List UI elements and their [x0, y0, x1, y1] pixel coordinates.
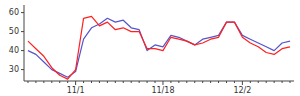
x-minor-tick: [258, 81, 259, 83]
x-minor-tick: [170, 81, 171, 83]
y-tick-label: 30: [9, 65, 19, 74]
x-minor-tick: [67, 81, 68, 83]
x-minor-tick: [27, 81, 28, 83]
plot-area: [28, 16, 290, 79]
x-minor-tick: [274, 81, 275, 83]
x-minor-tick: [210, 81, 211, 83]
y-tick: [21, 69, 24, 70]
chart: 30 40 50 60 11/1 11/18 12/2: [0, 0, 300, 96]
x-minor-tick: [123, 81, 124, 83]
x-tick: [75, 81, 76, 85]
x-minor-tick: [147, 81, 148, 83]
x-minor-tick: [186, 81, 187, 83]
x-minor-tick: [250, 81, 251, 83]
y-tick: [21, 31, 24, 32]
x-minor-tick: [99, 81, 100, 83]
x-minor-tick: [115, 81, 116, 83]
series-line: [28, 18, 290, 77]
x-tick-label: 11/1: [67, 86, 85, 95]
x-minor-tick: [178, 81, 179, 83]
x-minor-tick: [139, 81, 140, 83]
x-minor-tick: [59, 81, 60, 83]
x-minor-tick: [35, 81, 36, 83]
x-minor-tick: [282, 81, 283, 83]
x-minor-tick: [202, 81, 203, 83]
y-tick-label: 50: [9, 27, 19, 36]
x-minor-tick: [218, 81, 219, 83]
chart-container: 30 40 50 60 11/1 11/18 12/2: [0, 0, 300, 96]
x-minor-tick: [194, 81, 195, 83]
x-minor-tick: [226, 81, 227, 83]
x-minor-tick: [83, 81, 84, 83]
x-tick: [162, 81, 163, 85]
x-minor-tick: [266, 81, 267, 83]
y-axis: 30 40 50 60: [9, 5, 24, 81]
y-tick: [21, 12, 24, 13]
y-tick-label: 60: [9, 8, 19, 17]
x-axis-line: [24, 81, 294, 82]
x-minor-tick: [290, 81, 291, 83]
x-minor-tick: [131, 81, 132, 83]
y-tick-label: 40: [9, 46, 19, 55]
x-axis: 11/1 11/18 12/2: [24, 81, 294, 95]
series-line: [28, 16, 290, 79]
x-tick: [242, 81, 243, 85]
x-minor-tick: [234, 81, 235, 83]
x-minor-tick: [91, 81, 92, 83]
x-minor-tick: [51, 81, 52, 83]
x-tick-label: 11/18: [151, 86, 174, 95]
x-tick-label: 12/2: [233, 86, 251, 95]
x-minor-tick: [43, 81, 44, 83]
x-minor-tick: [107, 81, 108, 83]
y-tick: [21, 50, 24, 51]
x-minor-tick: [155, 81, 156, 83]
